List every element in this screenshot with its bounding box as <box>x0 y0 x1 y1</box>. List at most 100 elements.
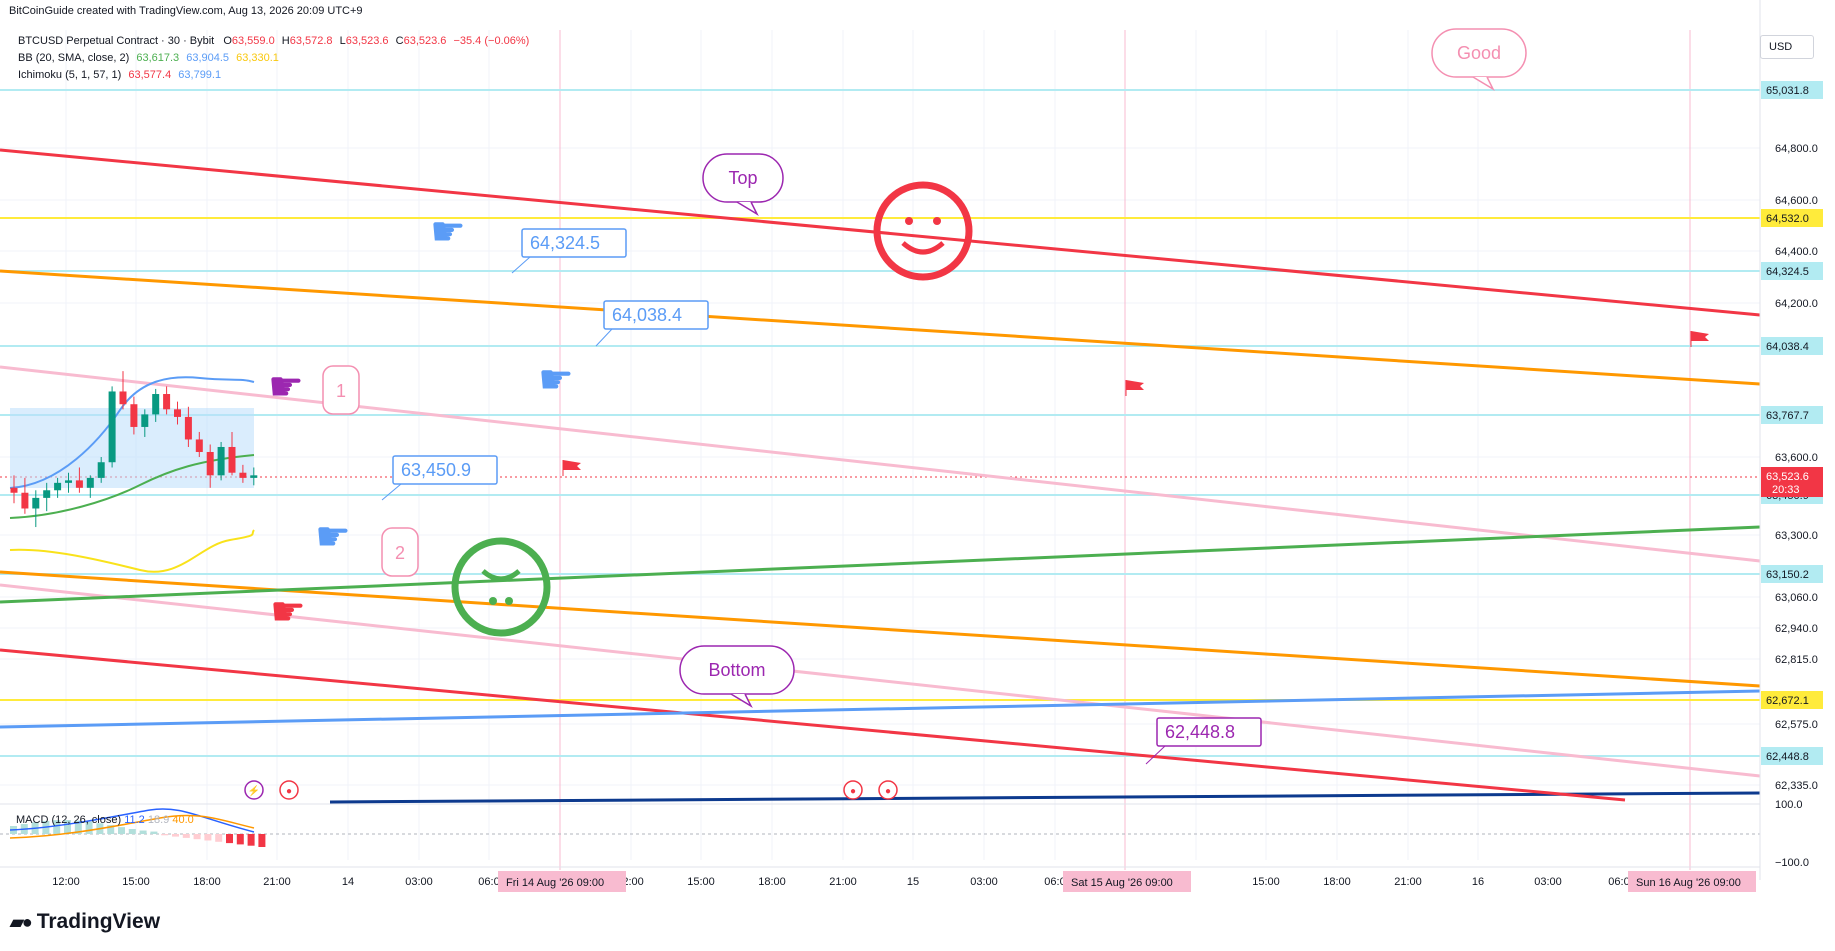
callout-62448-pointer <box>1145 745 1166 765</box>
trend-lines <box>0 148 1761 802</box>
callout-63450-pointer <box>381 483 402 501</box>
macd-v1: 11.2 <box>124 814 148 826</box>
callout-64038-box <box>603 300 709 330</box>
green-trend-line <box>0 525 1761 604</box>
bb-upper-line <box>9 376 255 489</box>
last-price-label: 63,523.6 <box>1766 471 1809 483</box>
time-highlight-bg <box>1063 871 1191 892</box>
badge-1-box <box>322 365 360 415</box>
candle-body <box>174 409 181 417</box>
high-value: 63,572.8 <box>289 35 333 47</box>
time-highlight: Sun 16 Aug '26 09:00 <box>1636 877 1741 889</box>
symbol-legend[interactable]: BTCUSD Perpetual Contract · 30 · Bybit O… <box>18 35 530 47</box>
flag-icon <box>1691 331 1709 341</box>
time-tick: 18:00 <box>758 876 786 888</box>
countdown-label: 20:33 <box>1772 484 1800 496</box>
time-tick: 16 <box>1472 876 1484 888</box>
price-label: 62,448.8 <box>1766 751 1809 763</box>
bottom-text: Bottom <box>708 660 765 680</box>
navy-level-line <box>329 791 1761 804</box>
bb-lower: 63,330.1 <box>236 52 279 64</box>
candles <box>10 371 258 528</box>
good-tail <box>1472 76 1495 91</box>
smiley-happy-mouth <box>901 241 945 255</box>
smiley-happy-eye <box>933 217 941 225</box>
currency-selector[interactable]: USD <box>1760 35 1814 59</box>
smiley-upside-mouth <box>481 569 521 582</box>
currency-label: USD <box>1769 41 1793 53</box>
price-label: 65,031.8 <box>1766 85 1809 97</box>
macd-axis-bottom: −100.0 <box>1775 857 1809 869</box>
tradingview-logo-icon: ▰● <box>10 911 33 932</box>
smiley-upside-eye <box>505 597 513 605</box>
macd-axis-top: 100.0 <box>1775 799 1803 811</box>
time-highlight-bg <box>498 871 626 892</box>
us-flag-icon <box>878 780 898 800</box>
macd-histogram-bar <box>161 834 169 836</box>
badge-2-text: 2 <box>395 543 405 563</box>
macd-histogram-bar <box>139 830 147 834</box>
hand-pointer-icon: ☛ <box>268 364 304 410</box>
price-label-bg <box>1761 747 1823 765</box>
price-label: 64,038.4 <box>1766 341 1809 353</box>
time-tick: 15:00 <box>1252 876 1280 888</box>
chart-attribution: BitCoinGuide created with TradingView.co… <box>9 5 363 17</box>
time-tick: 21:00 <box>829 876 857 888</box>
time-tick: 15:00 <box>122 876 150 888</box>
good-text: Good <box>1457 43 1501 63</box>
bb-upper: 63,904.5 <box>186 52 230 64</box>
macd-pane: MACD (12, 26, close) 11.2 18.9 40.0 <box>0 803 1760 847</box>
macd-v2: 18.9 <box>148 814 172 826</box>
us-flag-icon-glyph: ● <box>850 786 856 797</box>
price-label-bg <box>1761 691 1823 709</box>
price-tick: 63,600.0 <box>1775 452 1818 464</box>
price-label-bg <box>1761 81 1823 99</box>
symbol-title: BTCUSD Perpetual Contract · 30 · Bybit <box>18 35 215 47</box>
us-flag-icon <box>279 780 299 800</box>
candle-body <box>152 394 160 415</box>
time-highlight: Fri 14 Aug '26 09:00 <box>506 877 604 889</box>
time-highlight-bg <box>1628 871 1756 892</box>
last-price-label-bg <box>1761 467 1823 497</box>
ichimoku-legend[interactable]: Ichimoku (5, 1, 57, 1) 63,577.4 63,799.1 <box>18 69 221 81</box>
macd-histogram-bar <box>74 820 82 834</box>
price-label: 63,150.2 <box>1766 569 1809 581</box>
price-label-bg <box>1761 262 1823 280</box>
macd-histogram-bar <box>172 834 179 837</box>
bb-title: BB (20, SMA, close, 2) <box>18 52 130 64</box>
ichimoku-v1: 63,577.4 <box>128 69 172 81</box>
candle-body <box>119 391 127 405</box>
macd-histogram-bar <box>193 834 201 840</box>
macd-line <box>9 808 255 833</box>
price-label: 63,767.7 <box>1766 410 1809 422</box>
bb-legend[interactable]: BB (20, SMA, close, 2) 63,617.3 63,904.5… <box>18 52 279 64</box>
time-axis[interactable]: 12:00 15:00 18:00 21:00 14 03:00 06:0 12:00 15:0… <box>0 866 1760 892</box>
candle-body <box>65 480 72 483</box>
chart-grid <box>0 30 1760 870</box>
candle-body <box>75 480 83 488</box>
us-flag-icon-glyph: ● <box>286 786 292 797</box>
time-tick: 18:00 <box>1323 876 1351 888</box>
red-channel-bottom <box>0 648 1626 802</box>
macd-histogram-bar <box>107 825 115 834</box>
time-tick: 06:0 <box>478 876 499 888</box>
candle-body <box>10 487 18 493</box>
tradingview-brand: TradingView <box>36 910 161 933</box>
price-label: 64,324.5 <box>1766 266 1809 278</box>
low-value: 63,523.6 <box>345 35 389 47</box>
candle-body <box>21 492 29 509</box>
callout-63450-label: 63,450.9 <box>401 460 471 480</box>
bottom-tail <box>730 693 753 708</box>
tradingview-logo[interactable]: ▰● TradingView <box>10 910 160 934</box>
lightning-icon <box>244 780 264 800</box>
candle-body <box>141 414 149 427</box>
annotations: 64,324.5 64,038.4 63,450.9 62,448.8 Top Botto… <box>244 28 1709 800</box>
time-tick: 21:00 <box>263 876 291 888</box>
macd-histogram-bar <box>53 820 61 834</box>
macd-histogram-bar <box>64 820 71 834</box>
pink-channel-bottom <box>0 583 1761 778</box>
price-axis[interactable]: 100.0 −100.0 64,800.0 64,600.0 64,400.0 64,20… <box>1759 0 1823 880</box>
price-tick: 64,400.0 <box>1775 246 1818 258</box>
price-tick: 64,800.0 <box>1775 143 1818 155</box>
